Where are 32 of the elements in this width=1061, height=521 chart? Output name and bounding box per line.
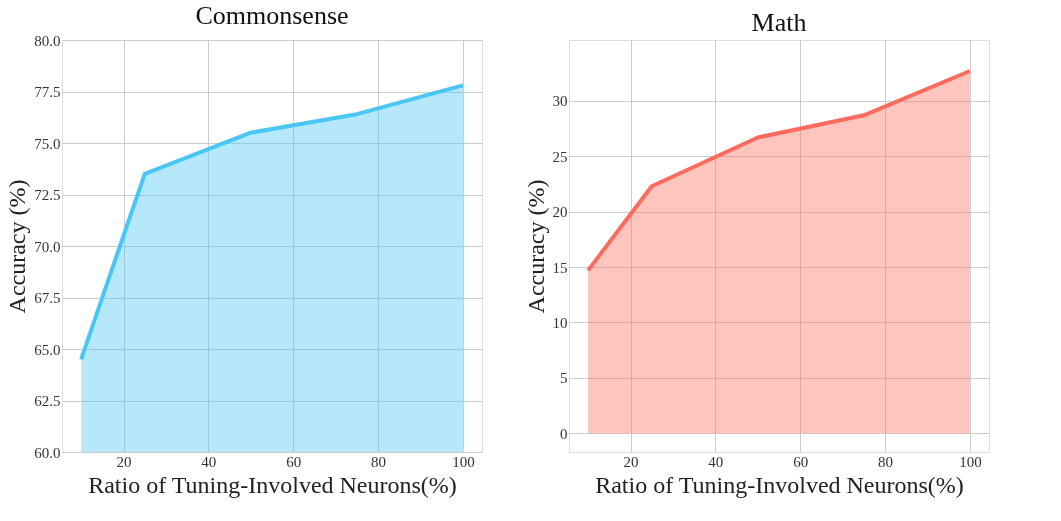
x-tick-label: 40 [708, 453, 724, 470]
y-axis-title: Accuracy (%) [4, 179, 31, 314]
y-tick-label: 0 [560, 425, 568, 442]
y-tick-label: 75.0 [34, 135, 61, 152]
y-tick-label: 5 [560, 370, 568, 387]
x-tick-label: 100 [959, 453, 982, 470]
y-tick-label: 80.0 [34, 32, 61, 49]
x-axis-title: Ratio of Tuning-Involved Neurons(%) [88, 471, 457, 498]
x-tick-label: 80 [371, 453, 387, 470]
y-tick-label: 67.5 [34, 290, 61, 306]
y-tick-label: 65.0 [34, 341, 61, 358]
chart-title: Commonsense [195, 1, 349, 30]
chart-title: Math [751, 8, 807, 37]
y-tick-label: 60.0 [34, 444, 61, 461]
x-tick-label: 60 [286, 453, 302, 470]
x-tick-label: 100 [452, 453, 475, 470]
y-tick-label: 77.5 [34, 84, 61, 100]
y-tick-label: 70.0 [34, 238, 61, 255]
x-axis-title: Ratio of Tuning-Involved Neurons(%) [595, 471, 964, 498]
y-tick-label: 10 [552, 314, 568, 331]
x-tick-label: 80 [878, 453, 894, 470]
y-tick-label: 15 [552, 259, 568, 276]
y-tick-label: 25 [552, 148, 568, 165]
x-tick-label: 40 [201, 453, 217, 470]
y-tick-label: 20 [552, 204, 568, 221]
x-tick-label: 60 [793, 453, 809, 470]
y-tick-label: 72.5 [34, 187, 61, 203]
x-tick-label: 20 [116, 453, 132, 470]
y-axis-title: Accuracy (%) [522, 179, 549, 314]
y-tick-label: 62.5 [34, 393, 61, 409]
y-tick-label: 30 [552, 93, 568, 110]
x-tick-label: 20 [623, 453, 639, 470]
